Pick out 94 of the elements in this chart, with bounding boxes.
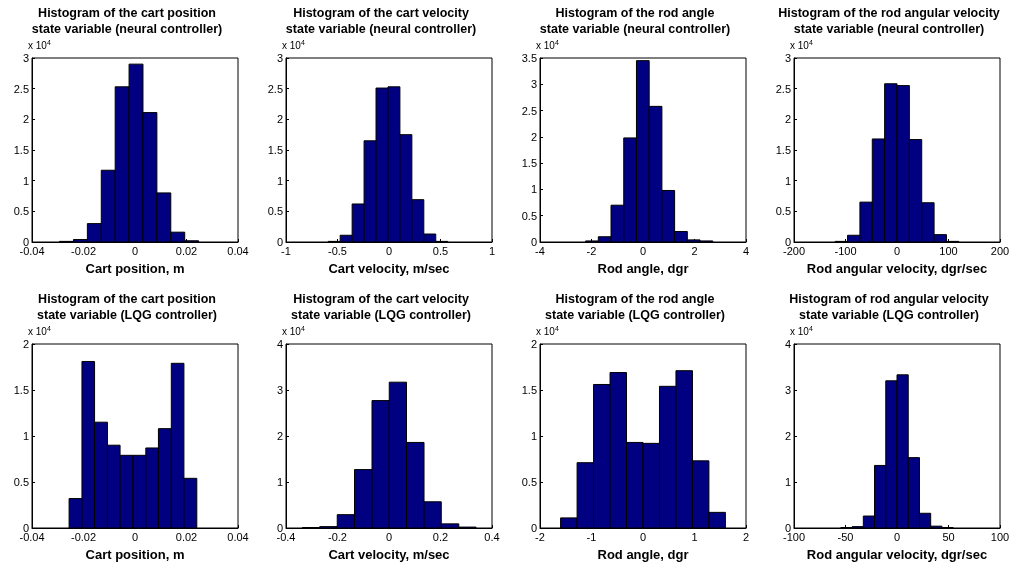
y-tick-label: 2 <box>276 429 283 442</box>
x-tick-label: -100 <box>834 244 857 257</box>
y-tick-label: 3 <box>784 52 791 64</box>
y-tick-label: 4 <box>276 337 283 350</box>
x-tick-label: 0 <box>639 530 647 542</box>
x-tick-label: 0.4 <box>484 530 500 542</box>
y-tick-label: 2 <box>22 337 29 350</box>
x-tick-label: -50 <box>837 530 854 542</box>
y-tick-label: 0 <box>276 236 283 248</box>
x-tick-label: 1 <box>488 244 496 257</box>
y-tick-label: 3 <box>784 383 791 396</box>
y-tick-label: 1.5 <box>521 383 537 396</box>
x-tick-label: 200 <box>990 244 1010 257</box>
x-tick-label: 1 <box>691 530 698 542</box>
chart-title: Histogram of the cart position state variable (LQG controller) <box>37 291 217 322</box>
chart-title: Histogram of the rod angular velocity state variable (neural controller) <box>778 6 1000 36</box>
x-tick-label: 0.5 <box>432 244 449 257</box>
y-tick-label: 2 <box>784 429 791 442</box>
y-tick-label: 1.5 <box>267 144 283 156</box>
y-tick-label: 0.5 <box>521 209 537 222</box>
y-tick-label: 3 <box>276 52 283 64</box>
x-tick-label: 0.04 <box>227 244 249 257</box>
chart-title: Histogram of the cart velocity state variable (LQG controller) <box>291 291 471 322</box>
y-tick-label: 1 <box>276 475 283 488</box>
y-tick-label: 1 <box>530 429 537 442</box>
x-axis-title: Cart position, m <box>85 261 185 276</box>
x-tick-label: 0 <box>893 244 901 257</box>
y-tick-label: 2.5 <box>521 104 537 117</box>
x-tick-label: 0.2 <box>432 530 449 542</box>
x-tick-label: -0.2 <box>328 530 347 542</box>
y-tick-label: 0.5 <box>13 475 29 488</box>
x-axis-title: Rod angular velocity, dgr/sec <box>806 261 988 276</box>
x-tick-label: 0.02 <box>175 530 198 542</box>
x-axis-title: Rod angle, dgr <box>597 546 689 562</box>
y-tick-label: 2 <box>784 113 791 126</box>
y-tick-label: 1 <box>530 183 537 196</box>
y-tick-label: 2 <box>530 130 537 143</box>
y-tick-label: 1 <box>22 429 29 442</box>
y-tick-label: 2 <box>530 337 537 350</box>
y-tick-label: 2.5 <box>775 82 791 95</box>
y-tick-label: 2.5 <box>13 82 29 95</box>
x-tick-label: 0 <box>131 244 139 257</box>
x-tick-label: 50 <box>942 530 955 542</box>
x-tick-label: 0 <box>893 530 901 542</box>
y-tick-label: 0.5 <box>267 205 283 218</box>
y-tick-label: 3.5 <box>521 52 537 64</box>
x-axis-title: Cart position, m <box>85 546 185 562</box>
y-tick-label: 0.5 <box>521 475 537 488</box>
x-tick-label: -0.02 <box>70 530 97 542</box>
x-tick-label: -4 <box>535 244 545 257</box>
x-tick-label: 0.02 <box>175 244 198 257</box>
x-tick-label: -0.02 <box>70 244 97 257</box>
x-axis-title: Rod angular velocity, dgr/sec <box>806 546 988 562</box>
y-tick-label: 0.5 <box>13 205 29 218</box>
x-axis-title: Rod angle, dgr <box>597 261 689 276</box>
x-tick-label: 0 <box>131 530 139 542</box>
x-tick-label: 0 <box>639 244 647 257</box>
x-tick-label: 0 <box>385 530 393 542</box>
y-tick-label: 0 <box>530 236 537 248</box>
y-tick-label: 2.5 <box>267 82 283 95</box>
chart-title: Histogram of the rod angle state variable (neural controller) <box>539 6 731 36</box>
y-tick-label: 1 <box>784 475 791 488</box>
y-tick-label: 3 <box>530 78 537 91</box>
x-tick-label: 100 <box>939 244 958 257</box>
y-tick-label: 1.5 <box>775 144 791 156</box>
x-tick-label: -1 <box>586 530 597 542</box>
chart-title: Histogram of the rod angle state variable (LQG controller) <box>545 291 725 322</box>
y-tick-label: 0 <box>530 521 537 534</box>
x-axis-title: Cart velocity, m/sec <box>328 261 450 276</box>
y-tick-label: 1 <box>22 174 29 187</box>
chart-title: Histogram of the cart velocity state variable (neural controller) <box>285 6 477 36</box>
y-tick-label: 3 <box>276 383 283 396</box>
x-tick-label: 2 <box>691 244 698 257</box>
y-tick-label: 1.5 <box>13 383 29 396</box>
x-tick-label: 100 <box>990 530 1010 542</box>
x-tick-label: 0 <box>385 244 393 257</box>
chart-title: Histogram of the cart position state variable (neural controller) <box>31 6 223 36</box>
y-tick-label: 1.5 <box>13 144 29 156</box>
y-tick-label: 0.5 <box>775 205 791 218</box>
x-tick-label: -2 <box>535 530 545 542</box>
x-tick-label: -0.5 <box>328 244 347 257</box>
y-tick-label: 2 <box>22 113 29 126</box>
x-tick-label: 2 <box>742 530 750 542</box>
y-tick-label: 1 <box>276 174 283 187</box>
y-tick-label: 1 <box>784 174 791 187</box>
y-tick-label: 3 <box>22 52 29 64</box>
x-tick-label: 4 <box>742 244 750 257</box>
x-tick-label: -2 <box>586 244 597 257</box>
x-axis-title: Cart velocity, m/sec <box>328 546 450 562</box>
y-tick-label: 2 <box>276 113 283 126</box>
y-tick-label: 4 <box>784 337 791 350</box>
y-tick-label: 1.5 <box>521 157 537 170</box>
chart-title: Histogram of rod angular velocity state variable (LQG controller) <box>789 291 989 322</box>
x-tick-label: 0.04 <box>227 530 249 542</box>
